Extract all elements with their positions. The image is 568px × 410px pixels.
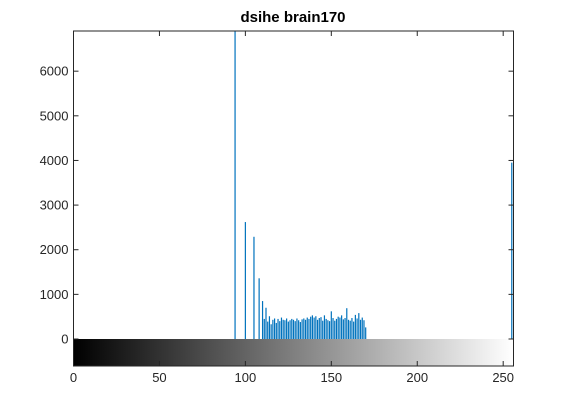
grayscale-colorbar: [73, 339, 514, 366]
axes: [73, 30, 514, 367]
x-tick-label: 0: [70, 370, 77, 385]
plot-area: [73, 31, 514, 366]
y-tick-labels: 0 1000 2000 3000 4000 5000 6000: [40, 64, 69, 347]
axes-box: [73, 30, 514, 367]
x-tick-label: 200: [406, 370, 428, 385]
x-tick-label: 100: [235, 370, 257, 385]
y-tick-label: 1000: [40, 287, 69, 302]
y-tick-label: 3000: [40, 198, 69, 213]
chart-title: dsihe brain170: [240, 9, 345, 26]
histogram-bars: [234, 31, 513, 339]
x-tick-label: 50: [152, 370, 166, 385]
y-tick-label: 5000: [40, 108, 69, 123]
x-tick-label: 150: [320, 370, 342, 385]
x-tick-label: 250: [492, 370, 514, 385]
y-tick-label: 2000: [40, 242, 69, 257]
y-tick-label: 0: [61, 332, 68, 347]
x-tick-labels: 0 50 100 150 200 250: [70, 370, 514, 385]
colorbar-gradient: [73, 339, 514, 366]
y-tick-label: 6000: [40, 64, 69, 79]
y-tick-label: 4000: [40, 153, 69, 168]
